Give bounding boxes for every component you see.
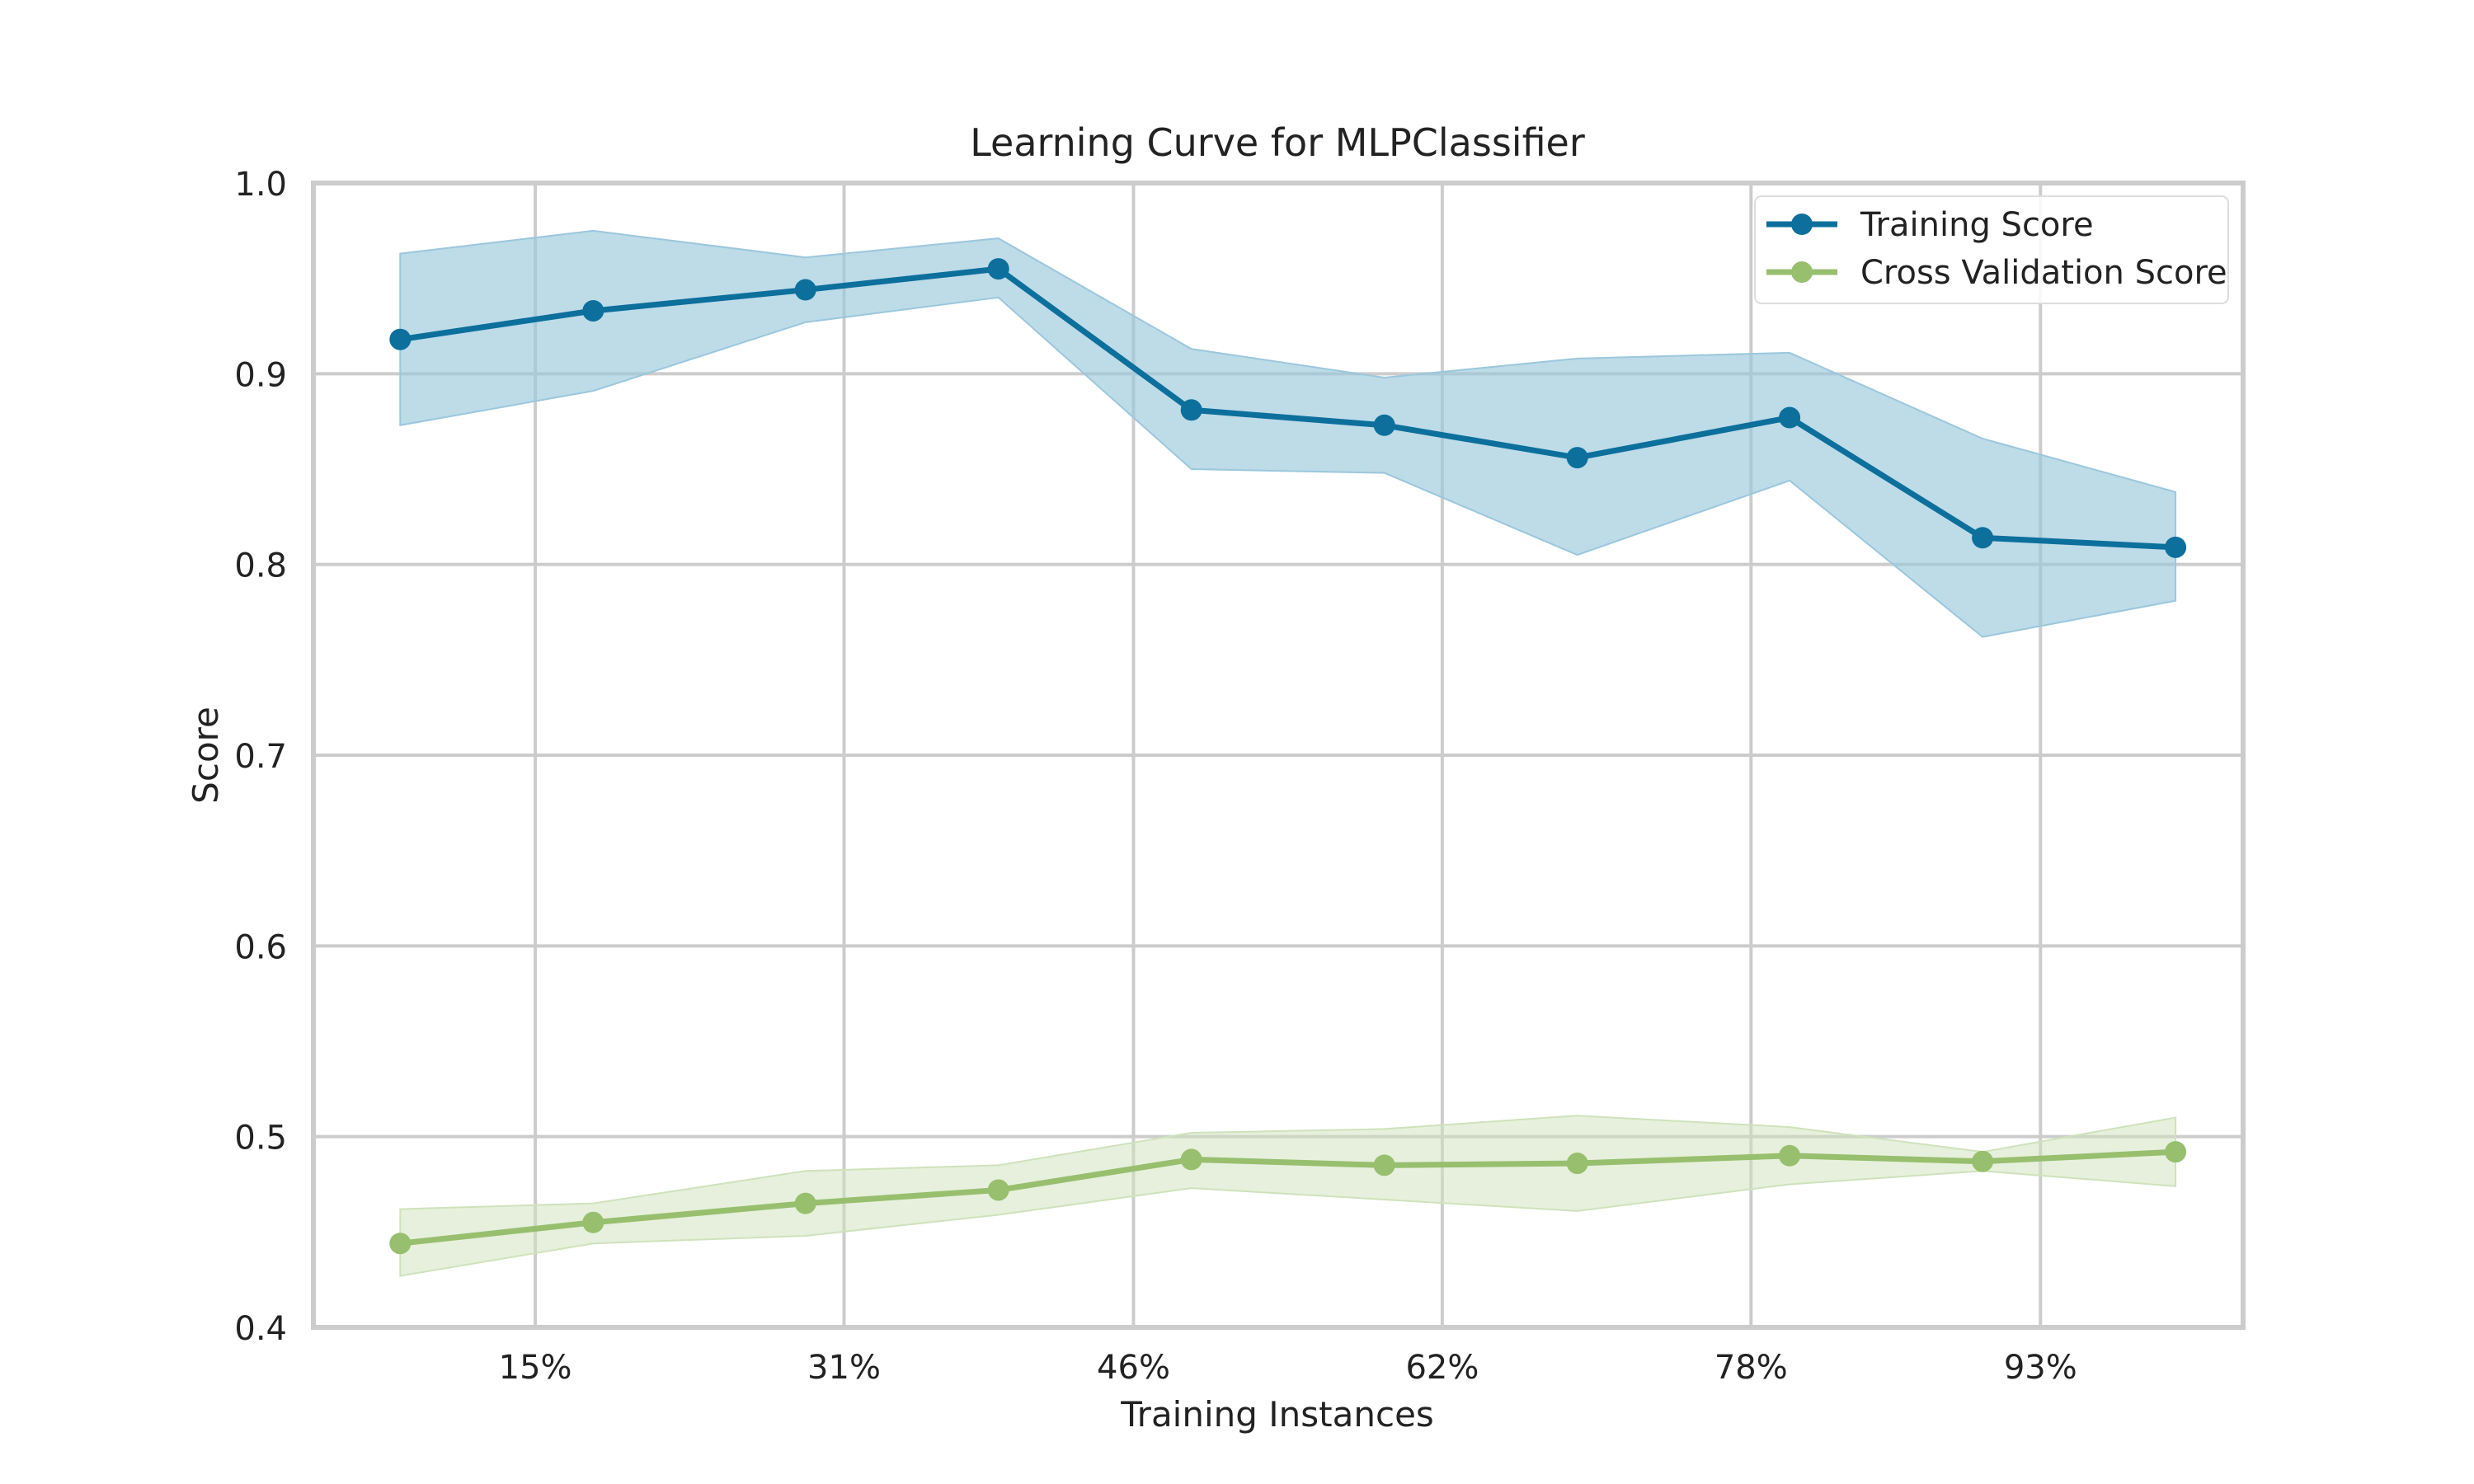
x-tick-label: 78%	[1714, 1349, 1788, 1387]
training-score-point	[1180, 399, 1202, 421]
training-score-line	[399, 265, 2176, 551]
training-score-point	[2165, 536, 2187, 558]
training-score-point	[794, 279, 816, 301]
y-tick-label: 1.0	[234, 166, 287, 204]
cross-validation-score-point	[389, 1233, 412, 1255]
training-score-point	[1972, 527, 1994, 549]
cross-validation-score-point	[794, 1192, 816, 1214]
y-tick-label: 0.6	[234, 928, 287, 966]
y-tick-label: 0.8	[234, 547, 287, 585]
cross-validation-score-point	[1972, 1150, 1994, 1172]
y-tick-label: 0.7	[234, 738, 287, 776]
series-lines	[399, 265, 2176, 1247]
training-score-point	[987, 258, 1009, 280]
legend-cross-validation-score-marker	[1791, 261, 1813, 283]
training-score-point	[1373, 414, 1395, 436]
x-axis-label: Training Instances	[1120, 1394, 1434, 1435]
x-tick-label: 93%	[2004, 1349, 2077, 1387]
cross-validation-score-point	[987, 1179, 1009, 1201]
legend-training-score-label: Training Score	[1860, 206, 2094, 244]
y-tick-label: 0.5	[234, 1120, 287, 1158]
training-score-point	[389, 328, 412, 350]
cross-validation-score-point	[2165, 1141, 2187, 1163]
x-tick-label: 31%	[807, 1349, 881, 1387]
series-points	[389, 258, 2187, 1255]
cross-validation-score-point	[1373, 1154, 1395, 1176]
x-tick-label: 46%	[1097, 1349, 1170, 1387]
cross-validation-score-point	[582, 1211, 604, 1233]
training-score-point	[582, 299, 604, 322]
y-axis-label: Score	[186, 707, 226, 804]
cross-validation-score-point	[1180, 1148, 1202, 1171]
y-tick-label: 0.4	[234, 1310, 287, 1348]
y-tick-labels: 0.4 0.5 0.6 0.7 0.8 0.9 1.0	[234, 166, 287, 1348]
chart-title: Learning Curve for MLPClassifier	[970, 120, 1585, 165]
plot-frame	[311, 181, 2246, 1330]
training-score-point	[1779, 406, 1801, 429]
legend-training-score-marker	[1791, 214, 1813, 235]
training-score-point	[1566, 447, 1588, 469]
training-score-band	[399, 229, 2177, 638]
x-tick-labels: 15% 31% 46% 62% 78% 93%	[499, 1349, 2077, 1387]
x-tick-label: 62%	[1405, 1349, 1479, 1387]
legend: Training Score Cross Validation Score	[1754, 195, 2229, 304]
cross-validation-score-line	[399, 1148, 2176, 1247]
cross-validation-score-point	[1566, 1153, 1588, 1175]
cross-validation-score-point	[1779, 1144, 1801, 1167]
y-tick-label: 0.9	[234, 356, 287, 394]
legend-cross-validation-score-label: Cross Validation Score	[1860, 254, 2227, 292]
x-tick-label: 15%	[499, 1349, 572, 1387]
legend-box	[1754, 195, 2229, 304]
